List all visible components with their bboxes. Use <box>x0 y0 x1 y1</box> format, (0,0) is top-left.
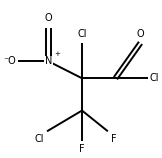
Text: F: F <box>79 144 85 154</box>
Text: O: O <box>45 13 52 23</box>
Text: Cl: Cl <box>77 29 87 39</box>
Text: Cl: Cl <box>35 134 44 144</box>
Text: +: + <box>54 51 60 57</box>
Text: ⁻O: ⁻O <box>3 56 16 66</box>
Text: Cl: Cl <box>150 73 159 83</box>
Text: O: O <box>137 29 144 39</box>
Text: F: F <box>111 134 116 144</box>
Text: N: N <box>45 56 52 66</box>
